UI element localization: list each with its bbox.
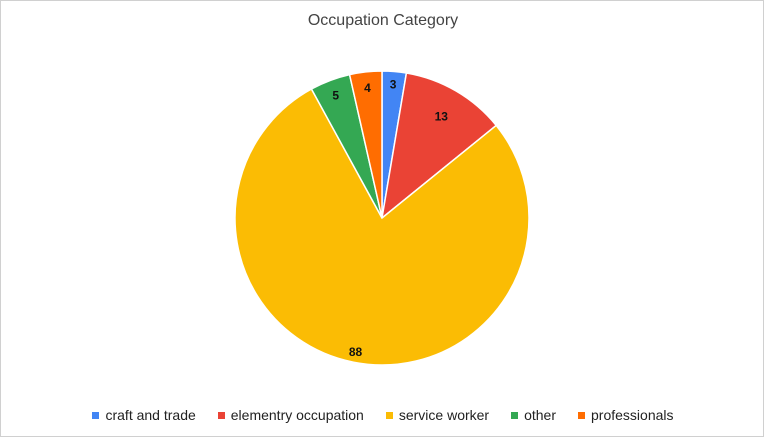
slice-value-label: 88 — [349, 345, 363, 359]
legend-label: craft and trade — [105, 407, 196, 423]
slice-value-label: 4 — [364, 81, 371, 95]
slice-value-label: 5 — [332, 89, 339, 103]
legend-item: craft and trade — [92, 407, 196, 423]
chart-title: Occupation Category — [307, 12, 459, 29]
chart-legend: craft and trade elementry occupation servi… — [1, 407, 764, 423]
legend-swatch — [92, 411, 100, 419]
legend-swatch — [511, 411, 519, 419]
legend-item: other — [511, 407, 556, 423]
legend-label: other — [524, 407, 557, 423]
legend-item: professionals — [578, 407, 674, 423]
slice-value-label: 3 — [390, 78, 397, 92]
legend-item: elementry occupation — [217, 407, 364, 423]
legend-swatch — [217, 411, 225, 419]
legend-label: service worker — [398, 407, 490, 423]
legend-swatch — [578, 411, 586, 419]
slice-value-label: 13 — [435, 109, 449, 123]
legend-item: service worker — [385, 407, 490, 423]
pie-slice-service-worker — [234, 88, 530, 366]
pie-slice-professionals — [348, 70, 383, 219]
legend-label: elementry occupation — [230, 407, 364, 423]
pie-slice-elementry-occupation — [380, 72, 498, 220]
legend-swatch — [385, 411, 393, 419]
legend-label: professionals — [591, 407, 674, 423]
